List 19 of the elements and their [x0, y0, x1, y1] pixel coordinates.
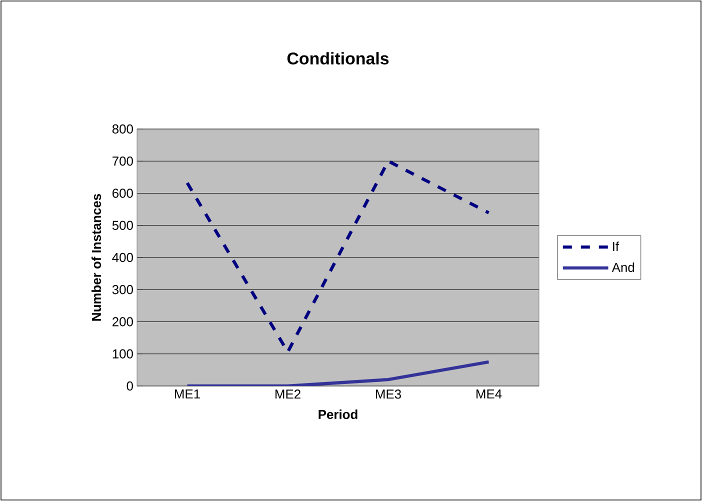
x-tick-label: ME2: [276, 390, 300, 399]
y-tick-label: 400: [112, 252, 133, 262]
x-tick-label: ME1: [175, 390, 200, 398]
y-tick-label: 200: [112, 317, 133, 326]
legend-label: If: [613, 242, 620, 252]
y-tick-label: 600: [112, 188, 133, 198]
y-tick-label: 700: [112, 156, 133, 166]
y-tick-label: 0: [126, 381, 133, 391]
y-tick-label: 100: [112, 349, 133, 358]
y-tick-label: 800: [112, 124, 133, 134]
y-tick-label: 300: [112, 285, 133, 294]
line-series: [186, 160, 490, 354]
legend-label: And: [612, 262, 634, 272]
y-axis-title: Number of Instances: [92, 194, 102, 321]
chart-title: Conditionals: [287, 52, 389, 65]
x-tick-label: ME3: [376, 390, 402, 399]
x-axis-title: Period: [318, 410, 358, 420]
y-tick-label: 500: [112, 220, 133, 230]
x-tick-label: ME4: [476, 390, 502, 398]
